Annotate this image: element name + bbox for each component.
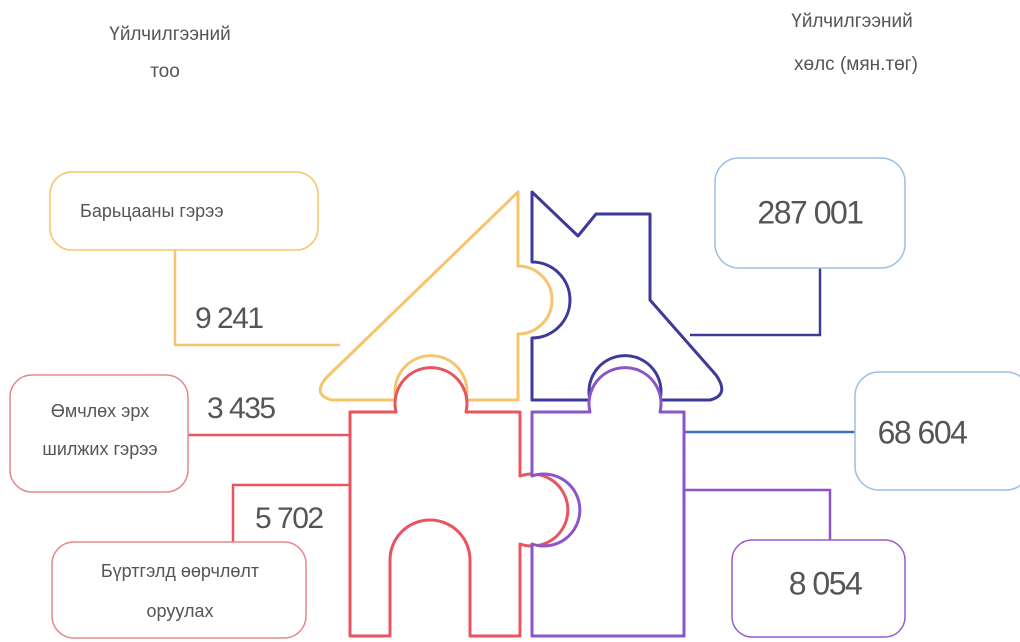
item-label: оруулах: [147, 601, 214, 621]
connector: [684, 488, 832, 540]
item-label: Бүртгэлд өөрчлөлт: [101, 561, 259, 581]
puzzle-piece: [348, 366, 570, 638]
item-label: шилжих гэрээ: [42, 439, 157, 459]
item-label: Барьцааны гэрээ: [80, 201, 224, 221]
left-header: Үйлчилгээний: [109, 24, 231, 45]
item-count: 3 435: [207, 392, 275, 425]
label-box: [49, 171, 319, 251]
connector: [231, 483, 350, 542]
value-box: [714, 157, 906, 269]
fee-value: 68 604: [878, 414, 968, 450]
value-box: [731, 539, 906, 638]
label-box: [9, 374, 189, 493]
right-header: хөлс (мян.төг): [794, 54, 918, 75]
item-count: 5 702: [255, 502, 323, 535]
right-header: Үйлчилгээний: [791, 11, 913, 32]
value-box: [854, 371, 1020, 491]
puzzle-piece: [318, 190, 554, 402]
connector: [173, 250, 340, 347]
item-count: 9 241: [195, 302, 263, 335]
fee-value: 287 001: [757, 194, 863, 230]
puzzle-piece: [530, 366, 686, 638]
item-label: Өмчлөх эрх: [51, 401, 149, 421]
puzzle-piece: [530, 190, 724, 402]
label-box: [51, 541, 307, 639]
left-header: тоо: [150, 61, 180, 82]
fee-value: 8 054: [789, 565, 862, 601]
connector: [690, 268, 822, 337]
